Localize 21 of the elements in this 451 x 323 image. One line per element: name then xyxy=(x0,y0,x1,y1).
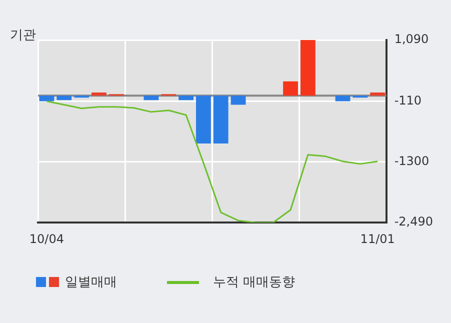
bar xyxy=(39,96,54,102)
legend-label: 누적 매매동향 xyxy=(213,274,296,291)
bar xyxy=(283,81,298,96)
bar xyxy=(230,96,246,105)
bar xyxy=(56,96,72,100)
y-tick-label: 1,090 xyxy=(394,32,429,46)
x-tick-label: 11/01 xyxy=(360,232,395,246)
bar xyxy=(196,96,211,144)
legend-label: 일별매매 xyxy=(65,274,117,291)
y-tick-label: -110 xyxy=(394,93,422,108)
bar xyxy=(335,96,350,102)
y-tick-label: -1300 xyxy=(394,154,430,168)
x-tick-label: 10/04 xyxy=(29,232,64,246)
chart-title: 기관 xyxy=(10,27,36,44)
bar xyxy=(300,40,316,96)
bar xyxy=(213,96,228,144)
bar xyxy=(178,96,194,100)
bar xyxy=(92,92,106,96)
y-tick-label: -2,490 xyxy=(394,214,434,229)
bar xyxy=(144,96,159,100)
bar xyxy=(370,92,386,96)
